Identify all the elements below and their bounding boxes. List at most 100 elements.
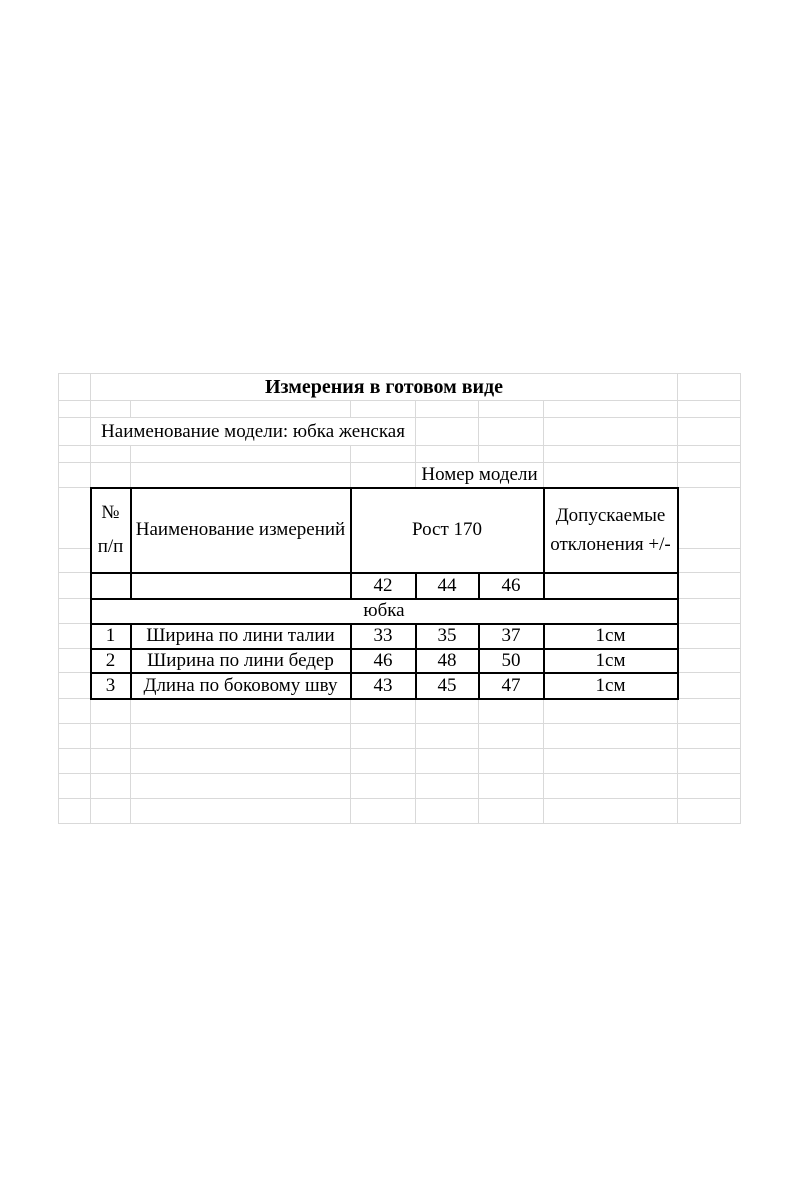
empty-cell: [677, 417, 741, 446]
num-pp-label: п/п: [97, 536, 124, 558]
empty-cell: [677, 487, 741, 549]
empty-bordered-cell: [129, 571, 352, 600]
empty-cell: [478, 698, 544, 724]
empty-cell: [90, 723, 131, 749]
header-measurements-cell: Наименование измерений: [129, 486, 352, 574]
empty-cell: [58, 487, 91, 549]
empty-cell: [415, 698, 479, 724]
title-row: Измерения в готовом виде: [58, 373, 741, 401]
empty-cell: [58, 648, 91, 673]
empty-cell: [677, 548, 741, 573]
empty-cell: [415, 723, 479, 749]
spreadsheet-grid: Измерения в готовом виде Наименование мо…: [58, 373, 741, 824]
tolerance-cell: 1см: [542, 647, 679, 674]
empty-cell: [478, 445, 544, 463]
table-row: 1 Ширина по лини талии 33 35 37 1см: [58, 622, 741, 650]
empty-cell: [350, 723, 416, 749]
empty-cell: [350, 445, 416, 463]
empty-cell: [478, 748, 544, 774]
tolerance-label: Допускаемые отклонения +/-: [545, 501, 677, 559]
tolerance-cell: 1см: [542, 671, 679, 700]
empty-cell: [415, 748, 479, 774]
value-cell: 45: [414, 671, 480, 700]
tolerance-cell: 1см: [542, 622, 679, 650]
model-name: Наименование модели: юбка женская: [90, 417, 416, 446]
empty-cell: [90, 462, 131, 488]
row-num-cell: 1: [89, 622, 132, 650]
value-cell: 46: [349, 647, 417, 674]
measure-name-cell: Ширина по лини бедер: [129, 647, 352, 674]
empty-cell: [130, 445, 351, 463]
grid-row-empty: [58, 773, 741, 799]
empty-cell: [90, 698, 131, 724]
empty-cell: [350, 798, 416, 824]
measure-name-cell: Длина по боковому шву: [129, 671, 352, 700]
empty-cell: [543, 417, 678, 446]
grid-row-empty: [58, 748, 741, 774]
size-cell: 44: [414, 571, 480, 600]
measure-name-cell: Ширина по лини талии: [129, 622, 352, 650]
empty-cell: [543, 400, 678, 418]
empty-cell: [58, 748, 91, 774]
empty-cell: [677, 445, 741, 463]
num-label-stack: № п/п: [92, 490, 130, 571]
header-height-cell: Рост 170: [349, 486, 545, 574]
empty-cell: [130, 773, 351, 799]
group-label: юбка: [89, 597, 679, 625]
empty-cell: [543, 462, 678, 488]
model-name-row: Наименование модели: юбка женская: [58, 417, 741, 446]
empty-cell: [677, 748, 741, 774]
empty-cell: [415, 798, 479, 824]
empty-cell: [350, 773, 416, 799]
empty-cell: [90, 445, 131, 463]
empty-cell: [478, 417, 544, 446]
grid-row-empty: [58, 723, 741, 749]
tolerance-line2: отклонения +/-: [550, 534, 671, 555]
empty-cell: [130, 462, 351, 488]
empty-cell: [90, 798, 131, 824]
empty-cell: [677, 698, 741, 724]
size-cell: 42: [349, 571, 417, 600]
empty-cell: [350, 698, 416, 724]
empty-cell: [58, 672, 91, 699]
empty-cell: [415, 400, 479, 418]
empty-cell: [677, 773, 741, 799]
empty-cell: [90, 748, 131, 774]
empty-cell: [58, 773, 91, 799]
empty-cell: [478, 773, 544, 799]
empty-cell: [415, 445, 479, 463]
empty-cell: [543, 798, 678, 824]
empty-cell: [90, 400, 131, 418]
empty-cell: [543, 698, 678, 724]
empty-cell: [415, 417, 479, 446]
size-cell: 46: [477, 571, 545, 600]
value-cell: 35: [414, 622, 480, 650]
empty-cell: [543, 445, 678, 463]
num-sign-label: №: [101, 501, 120, 523]
row-num-cell: 2: [89, 647, 132, 674]
value-cell: 48: [414, 647, 480, 674]
empty-cell: [478, 400, 544, 418]
empty-cell: [415, 773, 479, 799]
empty-cell: [677, 623, 741, 649]
empty-bordered-cell: [89, 571, 132, 600]
empty-cell: [130, 723, 351, 749]
empty-cell: [677, 462, 741, 488]
value-cell: 33: [349, 622, 417, 650]
empty-cell: [90, 773, 131, 799]
empty-cell: [677, 723, 741, 749]
row-num-cell: 3: [89, 671, 132, 700]
empty-cell: [677, 598, 741, 624]
empty-cell: [58, 572, 91, 599]
table-row: 3 Длина по боковому шву 43 45 47 1см: [58, 671, 741, 700]
grid-row-empty: [58, 698, 741, 724]
empty-cell: [677, 572, 741, 599]
grid-row-empty: [58, 400, 741, 418]
empty-cell: [58, 445, 91, 463]
empty-cell: [130, 798, 351, 824]
model-number-label: Номер модели: [415, 462, 544, 488]
grid-row-empty: [58, 445, 741, 463]
header-num-cell: № п/п: [89, 486, 132, 574]
empty-cell: [677, 648, 741, 673]
